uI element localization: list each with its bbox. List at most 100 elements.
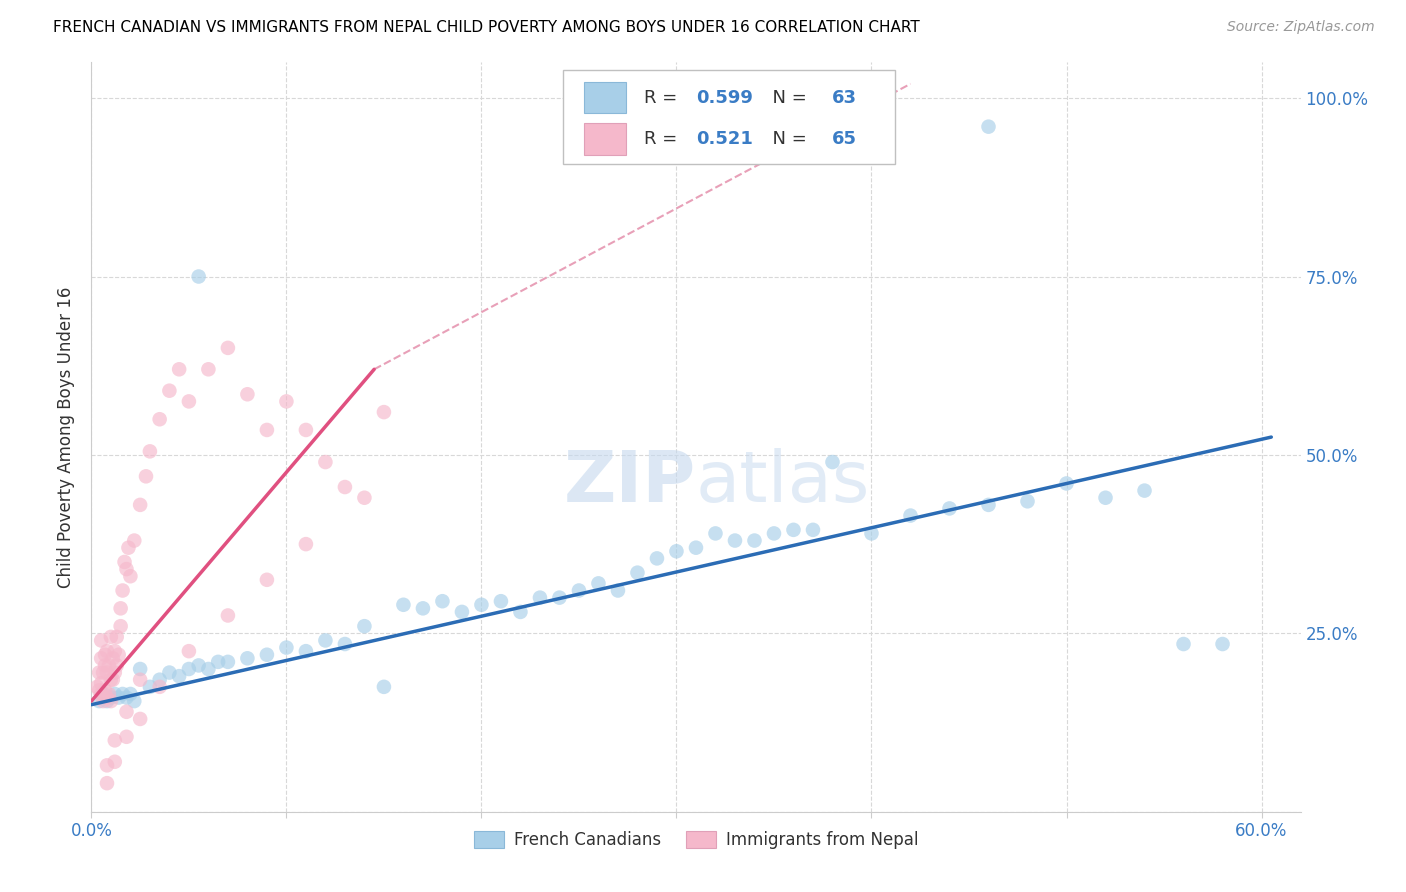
Point bbox=[256, 573, 278, 587]
Point bbox=[149, 680, 172, 694]
Point bbox=[105, 630, 128, 644]
Point bbox=[91, 694, 114, 708]
Point bbox=[256, 648, 278, 662]
Point bbox=[101, 651, 124, 665]
Point bbox=[90, 676, 112, 690]
Text: 0.599: 0.599 bbox=[696, 88, 752, 107]
Point bbox=[117, 541, 139, 555]
Point bbox=[97, 658, 120, 673]
Point bbox=[96, 644, 118, 658]
Text: N =: N = bbox=[761, 130, 813, 148]
Point bbox=[607, 583, 630, 598]
Point bbox=[217, 655, 239, 669]
Point bbox=[177, 394, 200, 409]
Point bbox=[129, 662, 152, 676]
Point bbox=[333, 637, 356, 651]
Point bbox=[1017, 494, 1039, 508]
Point bbox=[724, 533, 747, 548]
Point bbox=[139, 444, 162, 458]
Point bbox=[529, 591, 551, 605]
Point bbox=[124, 694, 146, 708]
Point bbox=[568, 583, 591, 598]
Point bbox=[1094, 491, 1116, 505]
Point bbox=[509, 605, 531, 619]
Point bbox=[821, 455, 844, 469]
Point bbox=[120, 687, 142, 701]
Point bbox=[626, 566, 648, 580]
Point bbox=[86, 680, 108, 694]
Point bbox=[236, 651, 259, 665]
Y-axis label: Child Poverty Among Boys Under 16: Child Poverty Among Boys Under 16 bbox=[58, 286, 76, 588]
Point bbox=[90, 651, 112, 665]
Point bbox=[96, 694, 118, 708]
Point bbox=[157, 384, 180, 398]
Point bbox=[115, 562, 138, 576]
Point bbox=[101, 673, 124, 687]
Point bbox=[548, 591, 571, 605]
Point bbox=[373, 405, 395, 419]
Text: FRENCH CANADIAN VS IMMIGRANTS FROM NEPAL CHILD POVERTY AMONG BOYS UNDER 16 CORRE: FRENCH CANADIAN VS IMMIGRANTS FROM NEPAL… bbox=[53, 20, 920, 35]
Point bbox=[89, 694, 111, 708]
Point bbox=[114, 555, 136, 569]
Text: N =: N = bbox=[761, 88, 813, 107]
Legend: French Canadians, Immigrants from Nepal: French Canadians, Immigrants from Nepal bbox=[467, 824, 925, 855]
Point bbox=[489, 594, 512, 608]
Point bbox=[177, 662, 200, 676]
Point bbox=[115, 705, 138, 719]
Point bbox=[977, 498, 1000, 512]
Point bbox=[94, 648, 117, 662]
Point bbox=[139, 680, 162, 694]
Point bbox=[110, 601, 132, 615]
Point bbox=[685, 541, 707, 555]
Point bbox=[107, 648, 129, 662]
Point bbox=[295, 537, 318, 551]
Point bbox=[314, 633, 336, 648]
Point bbox=[333, 480, 356, 494]
Point bbox=[115, 690, 138, 705]
Point bbox=[96, 776, 118, 790]
Text: atlas: atlas bbox=[696, 448, 870, 516]
Point bbox=[135, 469, 157, 483]
Point bbox=[353, 619, 375, 633]
Point bbox=[107, 690, 129, 705]
Point bbox=[96, 690, 118, 705]
Point bbox=[111, 583, 134, 598]
Point bbox=[100, 630, 122, 644]
Point bbox=[149, 673, 172, 687]
Point bbox=[207, 655, 229, 669]
Point bbox=[412, 601, 434, 615]
Point bbox=[276, 394, 298, 409]
Point bbox=[100, 673, 122, 687]
Point bbox=[124, 533, 146, 548]
Point bbox=[104, 733, 127, 747]
Point bbox=[157, 665, 180, 680]
Point bbox=[129, 712, 152, 726]
Text: 0.521: 0.521 bbox=[696, 130, 752, 148]
Point bbox=[1133, 483, 1156, 498]
Point bbox=[90, 633, 112, 648]
Point bbox=[129, 498, 152, 512]
Point bbox=[89, 683, 111, 698]
Point bbox=[470, 598, 492, 612]
Point bbox=[860, 526, 883, 541]
Point bbox=[187, 658, 209, 673]
Point bbox=[97, 687, 120, 701]
Point bbox=[744, 533, 766, 548]
FancyBboxPatch shape bbox=[562, 70, 896, 163]
Point bbox=[167, 669, 190, 683]
Point bbox=[801, 523, 824, 537]
Point bbox=[104, 644, 127, 658]
Text: R =: R = bbox=[644, 130, 683, 148]
Point bbox=[353, 491, 375, 505]
Point bbox=[149, 412, 172, 426]
Point bbox=[94, 658, 117, 673]
Point bbox=[1212, 637, 1234, 651]
Point bbox=[90, 687, 112, 701]
Text: R =: R = bbox=[644, 88, 683, 107]
Point bbox=[104, 687, 127, 701]
Point bbox=[665, 544, 688, 558]
Point bbox=[94, 683, 117, 698]
Bar bbox=[583, 123, 626, 154]
Point bbox=[451, 605, 474, 619]
Point bbox=[104, 665, 127, 680]
